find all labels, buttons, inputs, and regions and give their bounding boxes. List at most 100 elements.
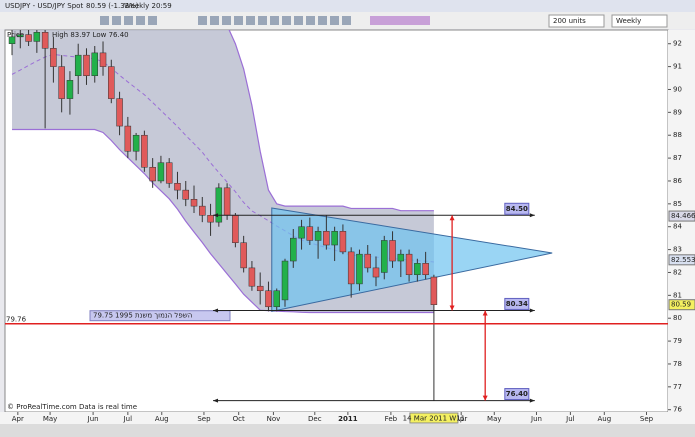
level-box <box>504 388 530 401</box>
candle-body <box>240 242 247 269</box>
candle-body <box>339 231 347 253</box>
tool-icon[interactable] <box>210 16 219 25</box>
level-arrow <box>213 398 219 403</box>
level-label: 76.40 <box>506 390 528 398</box>
level-box <box>504 297 530 310</box>
units-select[interactable] <box>548 14 605 28</box>
tool-icon[interactable] <box>136 16 145 25</box>
period-label: Weekly 20:59 <box>124 2 172 10</box>
color-palette[interactable] <box>370 16 430 25</box>
candle-body <box>347 251 355 285</box>
price-marker-label: 82.553 <box>671 256 695 264</box>
candle-body <box>174 183 181 191</box>
x-tick-label: Aug <box>597 415 611 423</box>
y-tick-label: 77 <box>673 383 682 391</box>
x-tick-label: Sep <box>197 415 211 423</box>
y-tick-label: 81 <box>673 291 682 299</box>
tool-icon[interactable] <box>294 16 303 25</box>
tool-icon[interactable] <box>148 16 157 25</box>
period-select[interactable] <box>611 14 668 28</box>
cursor-date: 14 Mar 2011 W11 <box>403 415 465 423</box>
x-tick-label: Jun <box>530 415 542 423</box>
period-select-text: Weekly <box>616 17 641 25</box>
candle-body <box>290 237 297 262</box>
band-lower <box>12 128 434 314</box>
candle-body <box>223 187 231 216</box>
candle-body <box>232 215 239 243</box>
candle-body <box>190 199 198 207</box>
tool-icon[interactable] <box>270 16 279 25</box>
x-tick-label: Sep <box>640 415 654 423</box>
x-tick-label: May <box>487 415 501 423</box>
copyright: © ProRealTime.com Data is real time <box>7 403 137 411</box>
x-tick-label: Apr <box>455 415 467 423</box>
units-select-text: 200 units <box>553 17 586 25</box>
tool-icon[interactable] <box>112 16 121 25</box>
candle-body <box>207 215 214 223</box>
y-tick-label: 90 <box>673 85 682 93</box>
tool-icon[interactable] <box>234 16 243 25</box>
title-bar <box>0 0 695 12</box>
candle-body <box>8 36 16 44</box>
level-arrow <box>213 308 219 313</box>
arrow-head <box>482 310 488 316</box>
tool-icon[interactable] <box>342 16 351 25</box>
last-change: 80.59 (-1.33%) <box>86 2 139 10</box>
candle-body <box>157 162 165 182</box>
candle-body <box>356 253 363 285</box>
candle-body <box>397 253 405 262</box>
level-label: 80.34 <box>506 300 528 308</box>
candle-body <box>331 231 338 246</box>
candle-body <box>50 48 57 67</box>
x-tick-label: Aug <box>155 415 169 423</box>
candle-body <box>141 134 148 168</box>
y-tick-label: 86 <box>673 177 682 185</box>
tool-icon[interactable] <box>258 16 267 25</box>
support-label: 79.76 <box>6 316 27 324</box>
x-tick-label: Apr <box>12 415 24 423</box>
candle-body <box>17 34 24 38</box>
x-tick-label: May <box>43 415 57 423</box>
candle-body <box>182 189 189 200</box>
level-box <box>504 202 530 215</box>
candle-body <box>124 125 132 152</box>
tool-icon[interactable] <box>222 16 231 25</box>
candle-body <box>298 226 305 239</box>
candle-body <box>91 52 99 76</box>
y-tick-label: 76 <box>673 406 682 414</box>
y-tick-label: 80 <box>673 314 682 322</box>
candle-body <box>306 226 314 241</box>
price-label: Price <box>7 31 24 39</box>
level-arrow <box>213 213 219 218</box>
tool-icon[interactable] <box>246 16 255 25</box>
y-tick-label: 79 <box>673 337 682 345</box>
arrow-head <box>482 395 488 401</box>
price-marker-label: 80.59 <box>671 301 691 309</box>
tool-icon[interactable] <box>282 16 291 25</box>
tool-icon[interactable] <box>124 16 133 25</box>
y-tick-label: 88 <box>673 131 682 139</box>
candle-body <box>199 205 206 216</box>
tool-icon[interactable] <box>318 16 327 25</box>
tool-icon[interactable] <box>330 16 339 25</box>
y-tick-label: 89 <box>673 108 682 116</box>
tool-icon[interactable] <box>306 16 315 25</box>
candle-body <box>41 32 49 49</box>
y-tick-label: 82 <box>673 268 682 276</box>
candle-body <box>116 98 123 127</box>
y-tick-label: 85 <box>673 200 682 208</box>
candle-body <box>273 290 280 308</box>
support-note: השפל הנמוך משנת 1995 <box>115 312 192 320</box>
candle-body <box>414 263 421 276</box>
price-marker-label: 84.466 <box>671 212 695 220</box>
candle-body <box>132 134 140 152</box>
candle-body <box>314 231 322 241</box>
candle-body <box>364 253 371 269</box>
y-tick-label: 78 <box>673 360 682 368</box>
title: USDJPY - USD/JPY Spot <box>5 2 83 10</box>
candle-body <box>165 162 173 184</box>
tool-icon[interactable] <box>100 16 109 25</box>
tool-icon[interactable] <box>198 16 207 25</box>
candle-body <box>25 34 32 42</box>
